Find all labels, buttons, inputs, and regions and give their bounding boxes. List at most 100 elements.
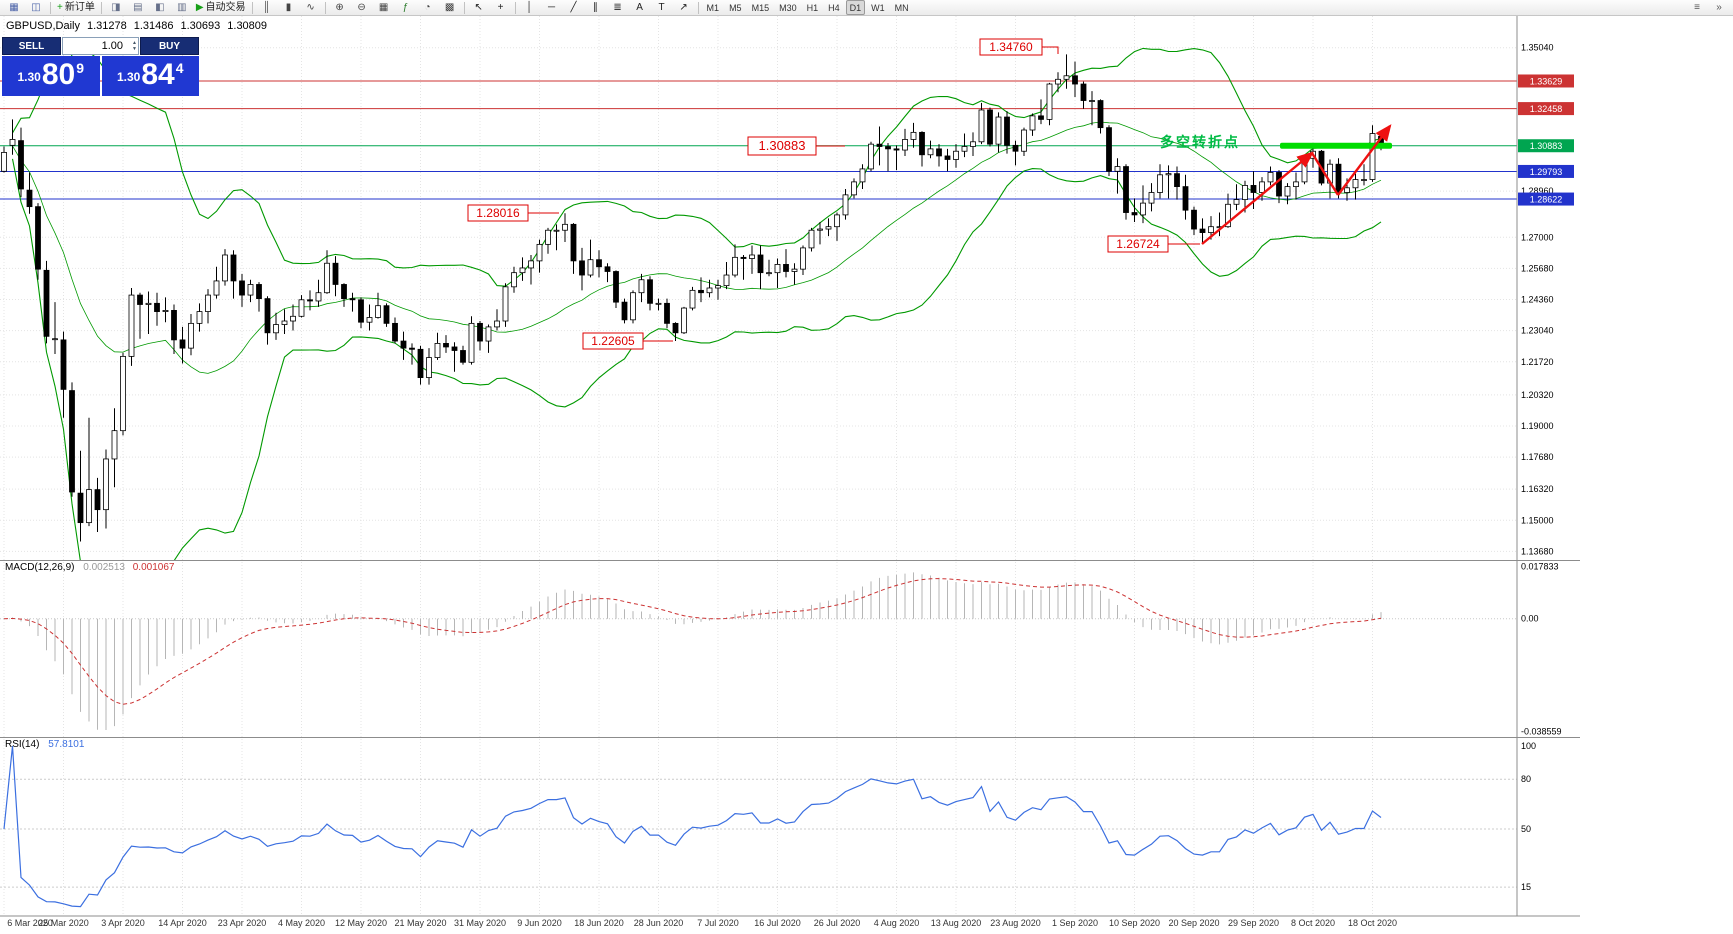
green-highlight-line[interactable]	[1280, 142, 1392, 149]
candle	[111, 430, 118, 460]
candle	[1191, 209, 1197, 230]
crosshair-icon[interactable]: +	[490, 0, 512, 16]
symbol-name: GBPUSD,Daily	[6, 20, 80, 32]
candle	[383, 305, 390, 324]
templates-icon[interactable]: ▩	[439, 0, 461, 16]
toolbar-overflow-icon[interactable]: »	[1708, 0, 1730, 16]
candle	[1, 152, 7, 172]
price-axis[interactable]	[1517, 16, 1580, 916]
window-tile-icon[interactable]: ◫	[25, 0, 47, 16]
macd-tick-label: -0.038559	[1521, 727, 1562, 737]
candle	[1089, 100, 1095, 102]
horizontal-line-icon[interactable]: ─	[541, 0, 563, 16]
bollinger-lower-band	[11, 158, 1382, 561]
candle	[477, 322, 483, 342]
date-tick-label: 14 Apr 2020	[158, 918, 207, 928]
volume-spinner[interactable]: ▲ ▼	[132, 38, 137, 54]
equidistant-channel-icon[interactable]: ∥	[585, 0, 607, 16]
annotation-tail	[1042, 46, 1059, 54]
volume-up-icon[interactable]: ▲	[132, 40, 137, 46]
bar-chart-icon[interactable]: ║	[256, 0, 278, 16]
price-tag	[1518, 164, 1574, 178]
toolbar-customize-icon[interactable]: ≡	[1686, 0, 1708, 16]
line-chart-icon[interactable]: ∿	[300, 0, 322, 16]
sell-price[interactable]: 1.30 80 9	[2, 56, 100, 96]
time-axis[interactable]	[0, 916, 1580, 934]
auto-trading-button[interactable]: ▶ 自动交易	[193, 0, 249, 16]
candle	[188, 322, 194, 349]
price-annotation-box[interactable]	[467, 204, 529, 222]
timeframe-w1[interactable]: W1	[871, 2, 885, 13]
indicators-icon[interactable]: ƒ	[395, 0, 417, 16]
navigator-icon[interactable]: ◧	[149, 0, 171, 16]
rsi-label-text: RSI(14)	[5, 739, 40, 750]
trend-line[interactable]	[1310, 152, 1340, 196]
price-tick-label: 1.20320	[1521, 390, 1554, 400]
tile-windows-icon[interactable]: ▦	[373, 0, 395, 16]
charts-grid-icon[interactable]: ▦	[3, 0, 25, 16]
candle	[1046, 83, 1053, 120]
zoom-out-icon[interactable]: ⊖	[351, 0, 373, 16]
candlestick-chart-icon[interactable]: ▮	[278, 0, 300, 16]
trend-line[interactable]	[1337, 124, 1392, 196]
candle	[868, 143, 874, 170]
timeframe-d1[interactable]: D1	[845, 0, 866, 15]
price-annotation-box[interactable]	[979, 38, 1043, 56]
terminal-icon[interactable]: ▥	[171, 0, 193, 16]
periods-icon[interactable]: ◔	[417, 0, 439, 16]
chart-plot-area[interactable]	[0, 16, 1517, 916]
text-icon[interactable]: A	[629, 0, 651, 16]
timeframe-h4[interactable]: H4	[828, 2, 840, 13]
data-window-icon[interactable]: ▤	[127, 0, 149, 16]
trend-line[interactable]	[1201, 151, 1314, 245]
sell-price-pips: 80	[41, 58, 76, 91]
price-annotation-box[interactable]	[747, 136, 817, 156]
cursor-icon[interactable]: ↖	[468, 0, 490, 16]
candlesticks	[1, 54, 1384, 542]
toolbar-separator	[697, 1, 699, 14]
chart-canvas[interactable]: 1.35040 1.28960 1.27000 1.25680 1.24360 1.230…	[0, 16, 1580, 934]
indicators-icon: ƒ	[402, 1, 409, 13]
candle	[757, 254, 764, 274]
price-tag	[1518, 74, 1574, 88]
date-tick-label: 18 Jun 2020	[574, 918, 624, 928]
timeframe-m15[interactable]: M15	[751, 2, 770, 13]
turning-point-annotation[interactable]: 多空转折点	[1160, 134, 1240, 150]
candle	[689, 289, 696, 309]
timeframe-m5[interactable]: M5	[729, 2, 742, 13]
price-annotation-box[interactable]	[582, 332, 644, 350]
timeframe-h1[interactable]: H1	[806, 2, 819, 13]
new-order-button[interactable]: + 新订单	[54, 0, 98, 16]
toolbar-separator	[50, 1, 51, 14]
candle	[927, 148, 934, 156]
market-watch-icon[interactable]: ◨	[105, 0, 127, 16]
ohlc-close: 1.30809	[227, 20, 268, 32]
price-annotation-box[interactable]	[1107, 235, 1169, 253]
timeframe-m30[interactable]: M30	[779, 2, 797, 13]
arrow-tool-icon[interactable]: ↗	[673, 0, 695, 16]
trendline-icon[interactable]: ╱	[563, 0, 585, 16]
buy-button[interactable]: BUY	[140, 37, 199, 55]
volume-stepper[interactable]: ▲ ▼	[62, 37, 139, 55]
date-tick-label: 28 Jun 2020	[634, 918, 684, 928]
vertical-line-icon[interactable]: │	[519, 0, 541, 16]
volume-input[interactable]	[67, 39, 125, 53]
arrow-tool-icon: ↗	[679, 1, 688, 13]
candle	[596, 259, 602, 268]
line-chart-icon: ∿	[306, 1, 315, 13]
candle	[120, 355, 126, 432]
buy-price-base: 1.30	[116, 70, 141, 84]
fibonacci-icon[interactable]: ≣	[607, 0, 629, 16]
candle	[936, 148, 942, 157]
zoom-in-icon[interactable]: ⊕	[329, 0, 351, 16]
data-window-icon: ▤	[133, 1, 143, 13]
buy-price[interactable]: 1.30 84 4	[101, 56, 199, 96]
candle	[154, 302, 160, 312]
candle	[1114, 166, 1121, 172]
volume-down-icon[interactable]: ▼	[132, 46, 137, 52]
candle	[1148, 192, 1155, 204]
timeframe-m1[interactable]: M1	[706, 2, 720, 13]
label-icon[interactable]: T	[651, 0, 673, 16]
timeframe-mn[interactable]: MN	[894, 2, 909, 13]
sell-button[interactable]: SELL	[2, 37, 61, 55]
